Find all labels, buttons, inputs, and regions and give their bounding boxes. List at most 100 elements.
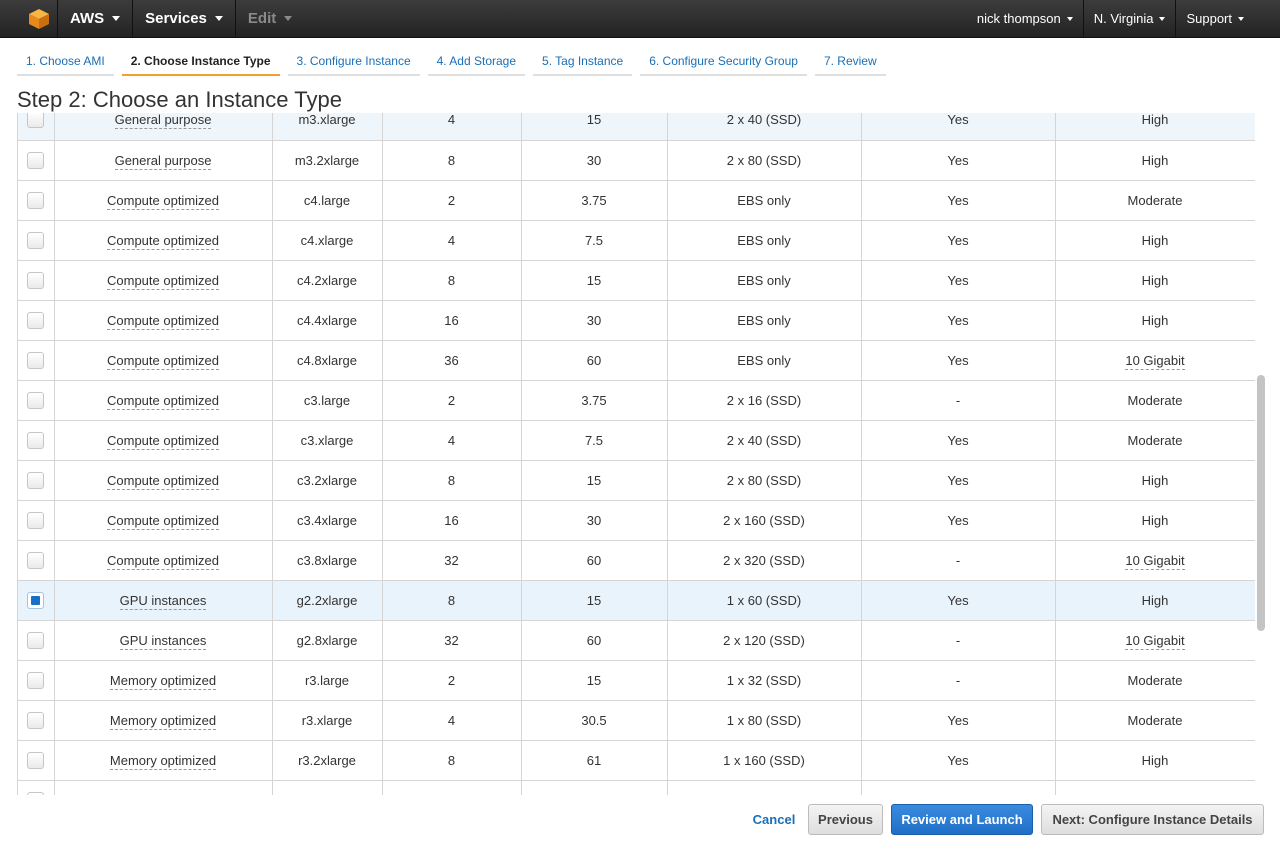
vcpus-cell-text: 2 xyxy=(447,672,456,688)
row-checkbox[interactable] xyxy=(27,113,45,129)
vcpus-cell: 4 xyxy=(382,113,522,141)
network-performance-cell xyxy=(1055,780,1255,795)
table-row[interactable]: Memory optimized r3.xlarge 4 30.5 1 x 80 (SS… xyxy=(18,700,1255,741)
instance-type-cell: c4.large xyxy=(272,180,383,221)
instance-storage-cell-text: 1 x 160 (SSD) xyxy=(723,752,805,768)
row-checkbox[interactable] xyxy=(27,311,45,329)
edit-menu-label: Edit xyxy=(247,10,277,27)
user-menu-label: nick thompson xyxy=(976,11,1061,26)
scrollbar-thumb[interactable] xyxy=(1257,375,1265,631)
table-row[interactable]: Memory optimized r3.large 2 15 1 x 32 (SSD) -… xyxy=(18,660,1255,701)
vcpus-cell-text: 16 xyxy=(444,512,459,528)
instance-family-cell-text: General purpose xyxy=(114,152,212,170)
table-row[interactable]: General purpose m3.2xlarge 8 30 2 x 80 (SSD)… xyxy=(18,140,1255,181)
row-checkbox[interactable] xyxy=(27,751,45,769)
row-checkbox[interactable] xyxy=(27,511,45,529)
wizard-step-2[interactable]: 2. Choose Instance Type xyxy=(121,48,280,76)
row-checkbox[interactable] xyxy=(27,391,45,409)
ebs-optimized-cell-text: Yes xyxy=(947,312,969,328)
row-checkbox[interactable] xyxy=(27,671,45,689)
chevron-down-icon xyxy=(1066,16,1073,21)
row-checkbox[interactable] xyxy=(27,711,45,729)
wizard-step-3[interactable]: 3. Configure Instance xyxy=(287,48,420,76)
services-menu[interactable]: Services xyxy=(133,0,236,38)
instance-storage-cell: 2 x 320 (SSD) xyxy=(667,540,862,581)
instance-family-cell-text: Compute optimized xyxy=(107,232,219,250)
vcpus-cell-text: 2 xyxy=(447,192,456,208)
previous-button[interactable]: Previous xyxy=(808,804,883,835)
wizard-step-4[interactable]: 4. Add Storage xyxy=(427,48,526,76)
instance-storage-cell: 2 x 80 (SSD) xyxy=(667,140,862,181)
network-performance-cell-text: Moderate xyxy=(1127,432,1183,448)
cancel-button[interactable]: Cancel xyxy=(744,804,804,835)
table-row[interactable]: Compute optimized c4.2xlarge 8 15 EBS only Ye… xyxy=(18,260,1255,301)
ebs-optimized-cell: Yes xyxy=(861,340,1056,381)
vcpus-cell-text: 16 xyxy=(444,312,459,328)
aws-menu[interactable]: AWS xyxy=(58,0,134,38)
wizard-step-6[interactable]: 6. Configure Security Group xyxy=(640,48,807,76)
row-select-cell xyxy=(18,180,55,221)
instance-storage-cell: 2 x 80 (SSD) xyxy=(667,460,862,501)
row-checkbox[interactable] xyxy=(27,231,45,249)
row-checkbox[interactable] xyxy=(27,471,45,489)
table-row[interactable]: Compute optimized c3.8xlarge 32 60 2 x 320 (… xyxy=(18,540,1255,581)
row-checkbox[interactable] xyxy=(27,351,45,369)
memory-cell-text: 7.5 xyxy=(584,232,604,248)
support-menu[interactable]: Support xyxy=(1175,0,1254,38)
row-checkbox[interactable] xyxy=(27,591,45,609)
row-checkbox[interactable] xyxy=(27,631,45,649)
wizard-step-1[interactable]: 1. Choose AMI xyxy=(17,48,114,76)
vcpus-cell-text: 4 xyxy=(447,232,456,248)
vcpus-cell: 8 xyxy=(382,260,522,301)
table-row[interactable]: Compute optimized c4.large 2 3.75 EBS only Ye… xyxy=(18,180,1255,221)
ebs-optimized-cell: - xyxy=(861,660,1056,701)
wizard-step-7[interactable]: 7. Review xyxy=(814,48,886,76)
next-configure-instance-details-button[interactable]: Next: Configure Instance Details xyxy=(1041,804,1264,835)
memory-cell: 30 xyxy=(521,500,668,541)
row-checkbox[interactable] xyxy=(27,791,45,795)
ebs-optimized-cell-text: Yes xyxy=(947,512,969,528)
edit-menu[interactable]: Edit xyxy=(236,0,304,38)
network-performance-cell-text: High xyxy=(1141,512,1169,528)
network-performance-cell: High xyxy=(1055,260,1255,301)
row-select-cell xyxy=(18,540,55,581)
row-checkbox[interactable] xyxy=(27,271,45,289)
review-and-launch-button[interactable]: Review and Launch xyxy=(891,804,1033,835)
table-row[interactable]: Compute optimized c4.xlarge 4 7.5 EBS only Ye… xyxy=(18,220,1255,261)
network-performance-cell: High xyxy=(1055,140,1255,181)
row-checkbox[interactable] xyxy=(27,191,45,209)
ebs-optimized-cell-text: Yes xyxy=(947,192,969,208)
instance-storage-cell: EBS only xyxy=(667,340,862,381)
table-row[interactable]: GPU instances g2.8xlarge 32 60 2 x 120 (SSD)… xyxy=(18,620,1255,661)
table-row[interactable]: General purpose m3.xlarge 4 15 2 x 40 (SSD) Y… xyxy=(18,113,1255,141)
row-checkbox[interactable] xyxy=(27,551,45,569)
table-row[interactable]: Compute optimized c4.8xlarge 36 60 EBS only Y… xyxy=(18,340,1255,381)
network-performance-cell-text: High xyxy=(1141,592,1169,608)
instance-type-cell: m3.xlarge xyxy=(272,113,383,141)
user-menu[interactable]: nick thompson xyxy=(967,0,1083,38)
table-row[interactable]: Compute optimized c3.4xlarge 16 30 2 x 160 (… xyxy=(18,500,1255,541)
wizard-step-5[interactable]: 5. Tag Instance xyxy=(533,48,633,76)
table-row[interactable] xyxy=(18,780,1255,795)
vcpus-cell: 8 xyxy=(382,580,522,621)
table-row[interactable]: Compute optimized c3.2xlarge 8 15 2 x 80 (SS… xyxy=(18,460,1255,501)
vcpus-cell-text: 8 xyxy=(447,272,456,288)
memory-cell: 3.75 xyxy=(521,380,668,421)
row-select-cell xyxy=(18,380,55,421)
ebs-optimized-cell: Yes xyxy=(861,220,1056,261)
region-menu[interactable]: N. Virginia xyxy=(1082,0,1176,38)
table-row[interactable]: Compute optimized c4.4xlarge 16 30 EBS only Y… xyxy=(18,300,1255,341)
table-row[interactable]: Compute optimized c3.large 2 3.75 2 x 16 (SS… xyxy=(18,380,1255,421)
instance-family-cell: Compute optimized xyxy=(54,380,273,421)
vcpus-cell: 36 xyxy=(382,340,522,381)
table-row[interactable]: GPU instances g2.2xlarge 8 15 1 x 60 (SSD) Ye… xyxy=(18,580,1255,621)
services-menu-label: Services xyxy=(145,10,207,27)
instance-storage-cell: 2 x 120 (SSD) xyxy=(667,620,862,661)
table-row[interactable]: Memory optimized r3.2xlarge 8 61 1 x 160 (SS… xyxy=(18,740,1255,781)
row-checkbox[interactable] xyxy=(27,151,45,169)
row-checkbox[interactable] xyxy=(27,431,45,449)
aws-logo[interactable] xyxy=(20,0,58,38)
table-scrollbar[interactable] xyxy=(1256,113,1266,795)
table-row[interactable]: Compute optimized c3.xlarge 4 7.5 2 x 40 (SS… xyxy=(18,420,1255,461)
network-performance-cell-text: Moderate xyxy=(1127,672,1183,688)
